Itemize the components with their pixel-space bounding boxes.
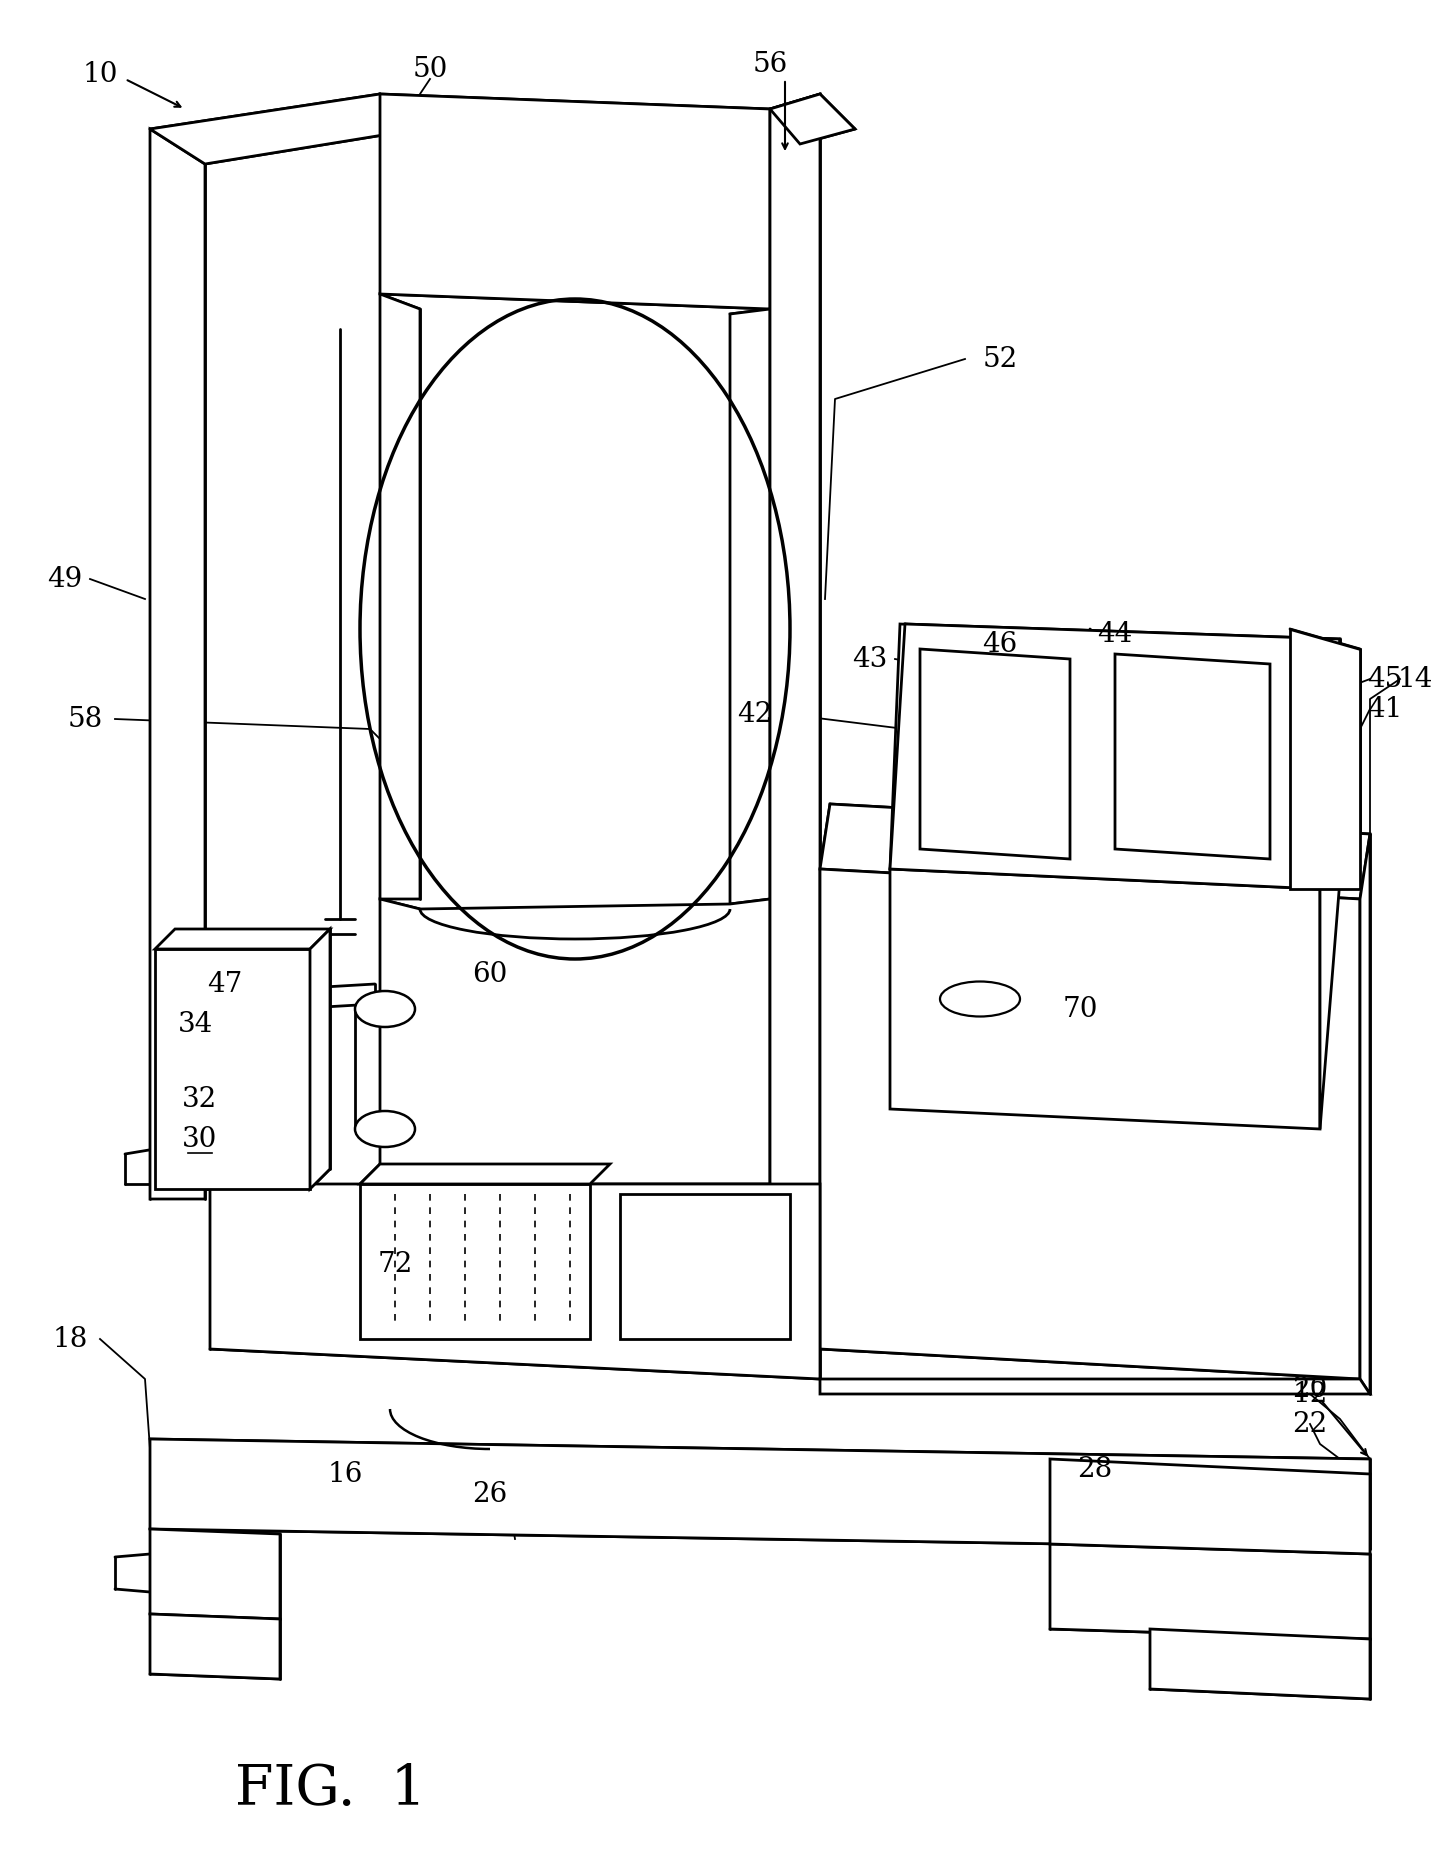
Ellipse shape: [356, 1111, 415, 1148]
Ellipse shape: [356, 992, 415, 1027]
Text: 34: 34: [177, 1010, 213, 1038]
Polygon shape: [1115, 654, 1270, 859]
Polygon shape: [150, 1439, 1369, 1549]
Polygon shape: [1290, 630, 1359, 889]
Text: 32: 32: [183, 1087, 217, 1113]
Text: 10: 10: [82, 62, 118, 88]
Polygon shape: [1151, 1629, 1369, 1700]
Polygon shape: [360, 1184, 590, 1338]
Polygon shape: [156, 949, 310, 1189]
Text: 30: 30: [183, 1126, 217, 1152]
Text: 41: 41: [1368, 695, 1403, 723]
Polygon shape: [920, 651, 1070, 859]
Polygon shape: [1050, 1543, 1369, 1638]
Polygon shape: [1050, 1460, 1369, 1555]
Text: 16: 16: [327, 1461, 363, 1487]
Polygon shape: [150, 1614, 279, 1679]
Text: 58: 58: [68, 706, 102, 733]
Text: 70: 70: [1063, 995, 1097, 1023]
Polygon shape: [819, 869, 1359, 1379]
Polygon shape: [819, 1379, 1369, 1394]
Polygon shape: [621, 1195, 791, 1338]
Polygon shape: [819, 805, 1369, 900]
Text: 44: 44: [1097, 621, 1133, 649]
Text: 52: 52: [982, 347, 1018, 373]
Text: 28: 28: [1077, 1456, 1113, 1482]
Text: 14: 14: [1397, 665, 1433, 693]
Text: 56: 56: [752, 52, 788, 78]
Text: 12: 12: [1292, 1381, 1328, 1407]
Polygon shape: [380, 95, 770, 309]
Polygon shape: [150, 1528, 279, 1620]
Text: 50: 50: [412, 56, 448, 84]
Text: 45: 45: [1368, 665, 1403, 693]
Polygon shape: [210, 1184, 819, 1379]
Polygon shape: [890, 624, 1341, 889]
Text: 26: 26: [472, 1480, 508, 1508]
Polygon shape: [890, 624, 1341, 889]
Text: 18: 18: [52, 1325, 88, 1353]
Text: 47: 47: [207, 971, 243, 997]
Polygon shape: [1359, 835, 1369, 1394]
Polygon shape: [1320, 639, 1341, 1130]
Polygon shape: [770, 95, 855, 145]
Polygon shape: [150, 95, 420, 164]
Text: 72: 72: [377, 1251, 413, 1279]
Polygon shape: [380, 295, 420, 900]
Text: FIG.  1: FIG. 1: [235, 1761, 426, 1816]
Polygon shape: [890, 869, 1320, 1130]
Text: 22: 22: [1292, 1411, 1328, 1437]
Polygon shape: [730, 309, 770, 904]
Text: 42: 42: [737, 701, 773, 729]
Polygon shape: [150, 130, 204, 1199]
Polygon shape: [156, 930, 330, 949]
Text: 49: 49: [48, 567, 82, 593]
Text: 46: 46: [982, 632, 1018, 658]
Text: 43: 43: [852, 647, 887, 673]
Text: 20: 20: [1292, 1376, 1328, 1404]
Polygon shape: [360, 1165, 611, 1184]
Polygon shape: [310, 930, 330, 1189]
Polygon shape: [380, 900, 770, 1184]
Text: 60: 60: [472, 962, 508, 988]
Polygon shape: [770, 95, 819, 1195]
